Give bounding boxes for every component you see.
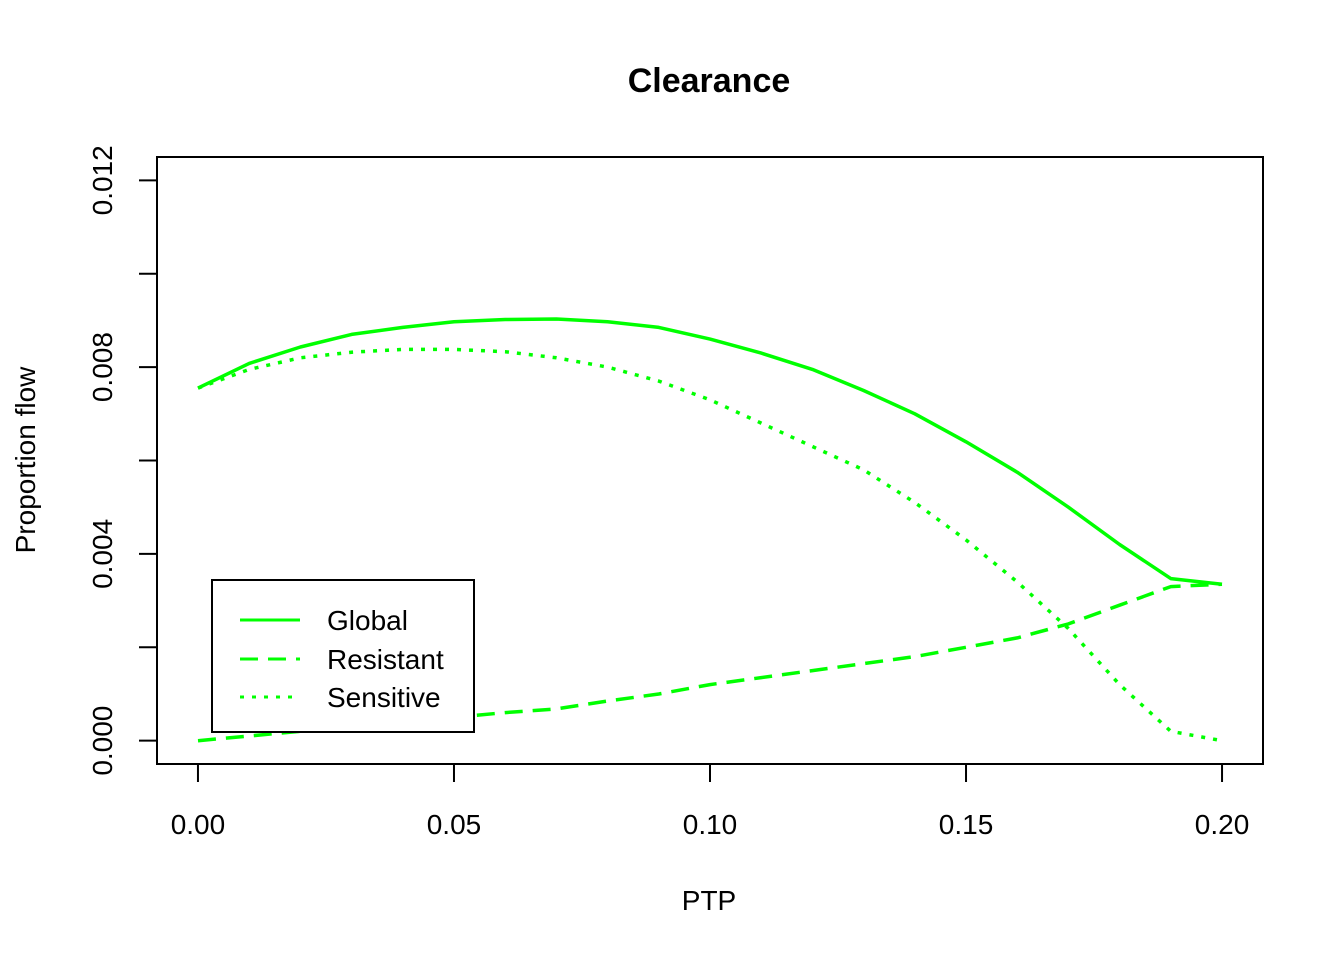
x-tick-label: 0.00: [171, 809, 226, 840]
x-axis-label: PTP: [682, 885, 736, 916]
legend-label-sensitive: Sensitive: [327, 682, 441, 713]
legend-box: [211, 579, 475, 733]
y-tick-label: 0.004: [87, 519, 118, 589]
x-tick-label: 0.05: [427, 809, 482, 840]
y-axis: 0.000 0.004 0.008 0.012: [87, 145, 158, 776]
x-tick-label: 0.10: [683, 809, 738, 840]
y-tick-label: 0.008: [87, 332, 118, 402]
x-axis: 0.00 0.05 0.10 0.15 0.20: [171, 763, 1250, 840]
legend: Global Resistant Sensitive: [211, 579, 475, 733]
y-tick-label: 0.000: [87, 706, 118, 776]
series-line-global: [197, 317, 1223, 586]
y-tick-label: 0.012: [87, 145, 118, 215]
chart-title: Clearance: [628, 62, 791, 100]
x-tick-label: 0.15: [939, 809, 994, 840]
legend-label-global: Global: [327, 605, 408, 636]
legend-label-resistant: Resistant: [327, 644, 444, 675]
x-tick-label: 0.20: [1195, 809, 1250, 840]
y-axis-label: Proportion flow: [10, 366, 41, 554]
